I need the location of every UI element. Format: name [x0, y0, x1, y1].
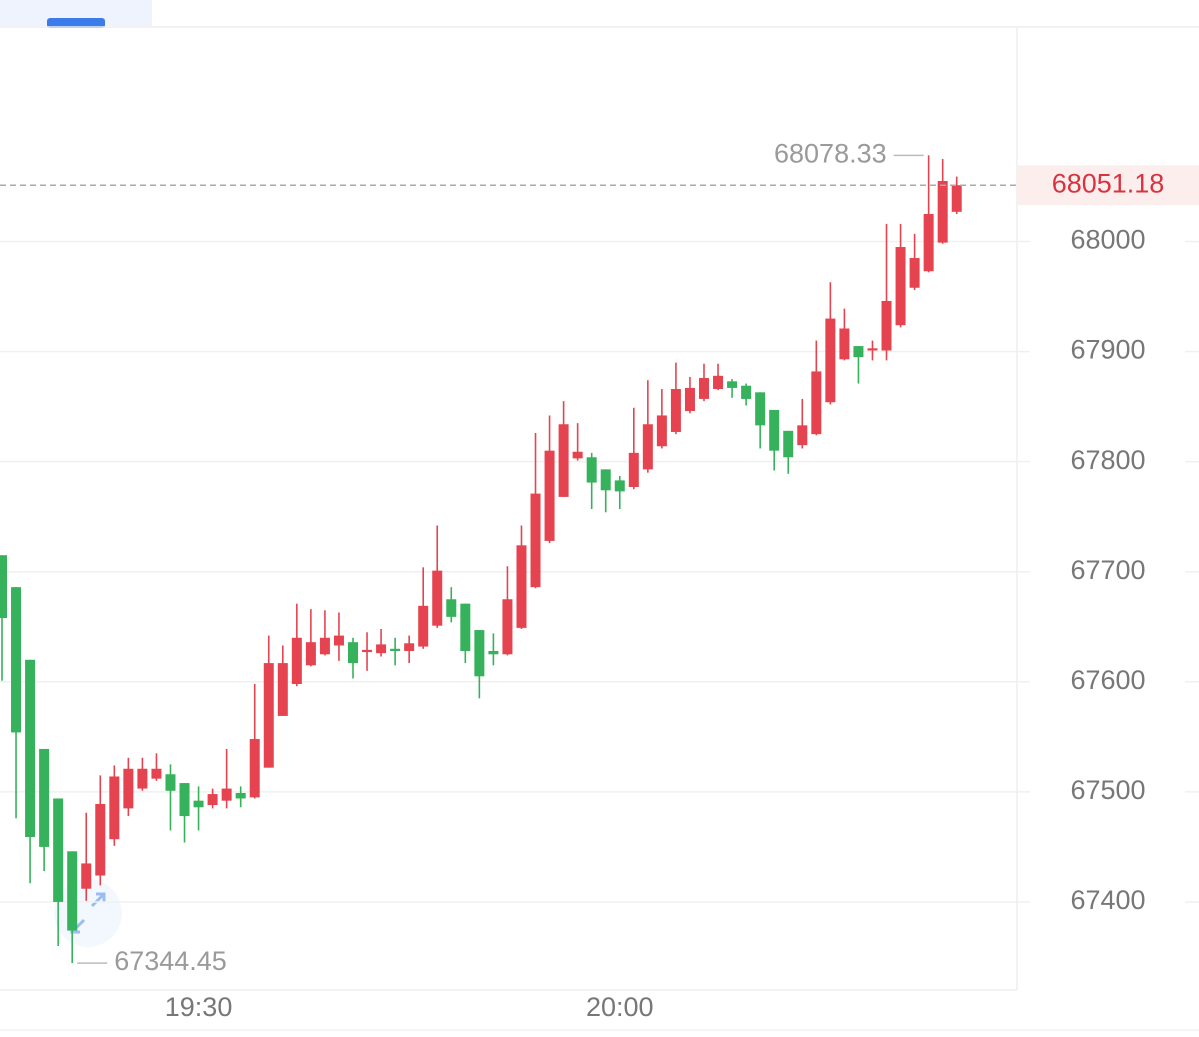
candle-body: [263, 663, 274, 768]
price-tag: [1017, 165, 1199, 206]
y-tick-label: 67800: [1070, 445, 1145, 475]
expand-bg: [54, 879, 122, 947]
candle-body: [544, 450, 555, 541]
candle-body: [502, 599, 513, 655]
candle-body: [867, 348, 878, 351]
low-label: 67344.45: [114, 946, 227, 976]
candle-body: [755, 392, 766, 426]
candle-body: [137, 768, 148, 789]
y-tick-label: 67900: [1070, 335, 1145, 365]
candle-body: [951, 185, 962, 212]
candle-body: [769, 409, 780, 451]
candle-body: [727, 381, 738, 388]
candle-body: [25, 659, 36, 838]
x-tick-label: 19:30: [165, 992, 233, 1022]
candle-body: [277, 663, 288, 716]
y-tick-label: 67700: [1070, 555, 1145, 585]
candle-body: [221, 788, 232, 801]
candle-body: [109, 776, 120, 840]
candle-body: [179, 783, 190, 817]
candle-body: [656, 415, 667, 447]
candle-body: [699, 378, 709, 399]
candle-body: [11, 587, 22, 733]
candle-body: [839, 328, 850, 360]
candle-body: [376, 644, 387, 654]
candle-body: [0, 555, 7, 618]
candle-body: [797, 425, 808, 446]
candle-body: [572, 451, 583, 459]
candle-body: [207, 794, 218, 806]
candle-body: [642, 424, 653, 470]
candle-body: [853, 346, 864, 358]
candle-body: [586, 457, 597, 483]
candle-body: [881, 300, 892, 351]
candle-body: [460, 603, 471, 651]
candle-body: [418, 605, 429, 647]
candle-body: [923, 214, 934, 272]
active-tab[interactable]: [47, 18, 105, 28]
candle-body: [474, 630, 485, 677]
candle-body: [348, 642, 358, 664]
candle-body: [319, 637, 330, 655]
y-tick-label: 67400: [1070, 885, 1145, 915]
candle-body: [39, 748, 50, 847]
candle-body: [362, 649, 373, 653]
candle-body: [235, 792, 246, 799]
candle-body: [825, 318, 836, 403]
y-tick-label: 67600: [1070, 665, 1145, 695]
expand-button[interactable]: [54, 879, 122, 947]
candle-body: [404, 643, 415, 651]
candle-body: [95, 803, 106, 876]
candle-body: [333, 635, 344, 646]
candle-body: [530, 493, 541, 588]
candle-body: [909, 258, 920, 288]
candle-body: [684, 387, 695, 412]
candle-body: [151, 768, 162, 779]
candle-body: [165, 774, 176, 791]
candle-body: [600, 469, 611, 491]
candle-body: [783, 430, 794, 458]
candle-body: [628, 452, 639, 487]
y-tick-label: 68000: [1070, 225, 1145, 255]
y-tick-label: 67500: [1070, 775, 1145, 805]
candle-body: [516, 545, 527, 628]
high-label: 68078.33: [774, 138, 887, 168]
candle-body: [305, 642, 316, 666]
candle-body: [123, 768, 134, 809]
candle-body: [614, 480, 625, 492]
candle-body: [291, 637, 302, 685]
candle-body: [895, 247, 906, 326]
candle-body: [488, 650, 499, 655]
candle-body: [937, 180, 948, 243]
candle-body: [53, 798, 64, 902]
candle-body: [249, 739, 260, 798]
candle-body: [81, 863, 92, 889]
candle-body: [67, 851, 78, 931]
candle-body: [713, 375, 724, 390]
candle-body: [811, 371, 822, 435]
candle-body: [741, 385, 752, 399]
price-label: 68051.18: [1052, 168, 1165, 198]
candle-body: [670, 389, 681, 432]
candle-body: [193, 800, 204, 808]
candle-body: [390, 648, 401, 651]
x-tick-label: 20:00: [586, 992, 654, 1022]
candle-body: [432, 570, 443, 626]
candle-body: [558, 424, 569, 497]
candle-body: [446, 599, 457, 617]
